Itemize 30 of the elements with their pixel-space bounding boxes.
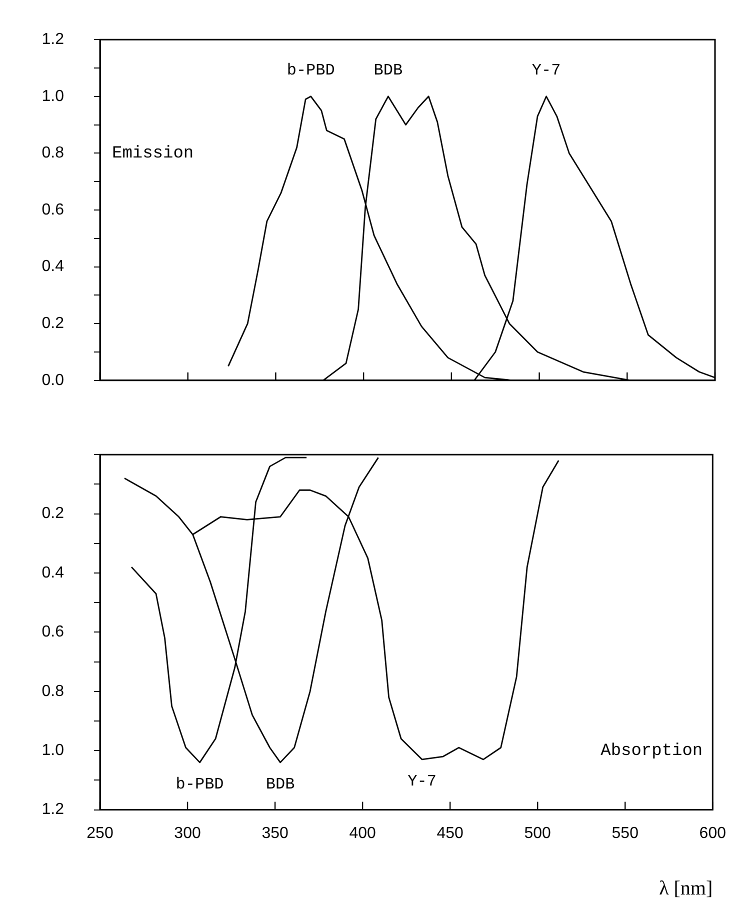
y-tick-label: 0.0 bbox=[42, 372, 64, 389]
x-tick-label: 400 bbox=[349, 824, 376, 842]
y-tick-label: 0.6 bbox=[42, 201, 64, 218]
y-tick-label: 1.0 bbox=[42, 742, 64, 760]
x-tick-label: 350 bbox=[262, 824, 288, 842]
series-label: BDB bbox=[266, 776, 295, 794]
y-tick-label: 0.2 bbox=[42, 315, 64, 332]
annotation: Absorption bbox=[600, 742, 703, 762]
series-label: Y-7 bbox=[532, 62, 561, 80]
y-tick-label: 1.0 bbox=[42, 88, 64, 105]
x-tick-label: 550 bbox=[612, 824, 639, 842]
x-tick-label: 250 bbox=[86, 824, 114, 842]
y-tick-label: 0.4 bbox=[42, 564, 64, 582]
series-label: Y-7 bbox=[408, 772, 436, 791]
series-label: b-PBD bbox=[286, 62, 335, 80]
x-tick-label: 600 bbox=[699, 824, 726, 842]
y-tick-label: 1.2 bbox=[42, 801, 64, 818]
y-tick-label: 0.2 bbox=[42, 505, 64, 522]
y-tick-label: 0.8 bbox=[42, 144, 64, 162]
x-tick-label: 500 bbox=[524, 824, 552, 842]
annotation: Emission bbox=[112, 144, 194, 164]
y-tick-label: 0.6 bbox=[42, 624, 64, 641]
y-tick-label: 0.4 bbox=[42, 258, 64, 276]
y-tick-label: 1.2 bbox=[42, 31, 64, 48]
x-tick-label: 300 bbox=[174, 824, 201, 842]
series-label: b-PBD bbox=[176, 776, 224, 794]
x-axis-title: λ [nm] bbox=[659, 877, 713, 900]
x-tick-label: 450 bbox=[436, 824, 464, 842]
y-tick-label: 0.8 bbox=[42, 682, 64, 700]
series-label: BDB bbox=[374, 62, 403, 80]
